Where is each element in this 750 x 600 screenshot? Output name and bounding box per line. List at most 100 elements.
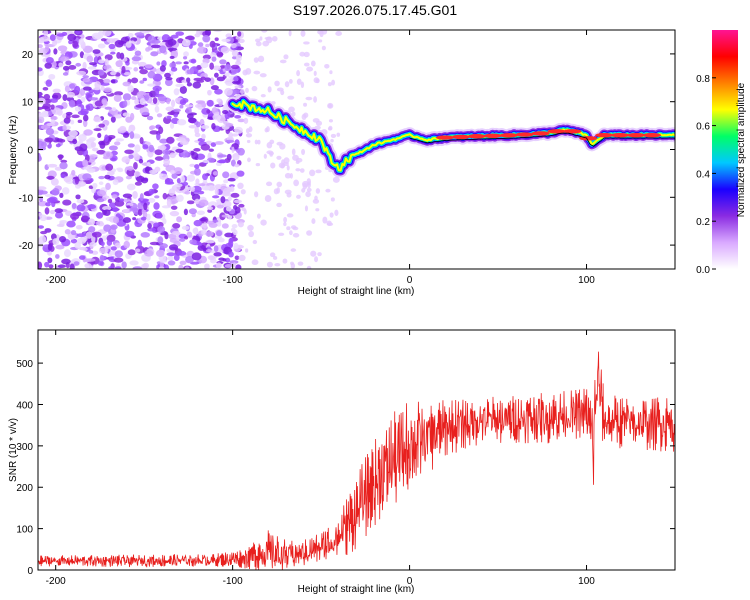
noise-speck bbox=[224, 87, 233, 96]
noise-speck bbox=[114, 242, 121, 249]
ridge-trace bbox=[409, 132, 675, 147]
noise-speck bbox=[264, 195, 272, 202]
noise-speck bbox=[48, 196, 58, 203]
colorbar-tick-label: 0.6 bbox=[696, 122, 710, 133]
noise-speck bbox=[137, 208, 143, 216]
noise-speck bbox=[310, 60, 316, 67]
noise-speck bbox=[296, 78, 302, 85]
noise-speck bbox=[243, 117, 249, 124]
noise-speck bbox=[314, 195, 318, 201]
noise-speck bbox=[254, 191, 259, 198]
noise-speck bbox=[327, 102, 334, 109]
noise-speck bbox=[198, 183, 206, 187]
noise-speck bbox=[247, 157, 251, 163]
noise-speck bbox=[286, 213, 294, 218]
noise-speck bbox=[299, 51, 306, 57]
noise-speck bbox=[44, 44, 50, 53]
noise-speck bbox=[164, 181, 175, 185]
noise-speck bbox=[314, 256, 319, 263]
noise-speck bbox=[62, 124, 67, 132]
ridge-hotspot bbox=[627, 132, 646, 138]
noise-speck bbox=[231, 133, 239, 137]
noise-speck bbox=[167, 47, 178, 51]
noise-speck bbox=[74, 176, 80, 185]
noise-speck bbox=[211, 122, 216, 130]
noise-speck bbox=[179, 260, 187, 265]
noise-speck bbox=[229, 185, 235, 192]
noise-speck bbox=[91, 231, 102, 238]
noise-speck bbox=[183, 236, 189, 240]
noise-speck bbox=[122, 81, 131, 87]
noise-speck bbox=[195, 178, 200, 185]
noise-speck bbox=[133, 162, 138, 170]
ridge-hotspot bbox=[642, 132, 661, 138]
noise-speck bbox=[71, 169, 76, 176]
noise-speck bbox=[315, 169, 322, 174]
noise-speck bbox=[233, 204, 238, 210]
noise-speck bbox=[50, 115, 58, 121]
noise-speck bbox=[260, 219, 267, 226]
noise-speck bbox=[82, 61, 87, 70]
noise-speck bbox=[179, 238, 186, 242]
noise-speck bbox=[239, 88, 245, 95]
x-tick-label: -200 bbox=[46, 576, 66, 587]
noise-speck bbox=[190, 261, 200, 265]
noise-speck bbox=[62, 72, 69, 76]
noise-speck bbox=[71, 202, 77, 210]
noise-speck bbox=[193, 148, 201, 152]
noise-speck bbox=[329, 212, 334, 218]
noise-speck bbox=[184, 266, 190, 269]
noise-speck bbox=[175, 148, 184, 153]
noise-speck bbox=[209, 40, 216, 48]
noise-speck bbox=[107, 198, 113, 204]
noise-speck bbox=[165, 106, 175, 112]
noise-speck bbox=[89, 241, 97, 247]
noise-speck bbox=[315, 208, 320, 212]
noise-speck bbox=[83, 166, 90, 170]
noise-speck bbox=[301, 188, 306, 193]
noise-speck bbox=[300, 81, 305, 89]
noise-speck bbox=[286, 226, 291, 231]
noise-speck bbox=[204, 263, 210, 269]
noise-speck bbox=[228, 251, 234, 258]
noise-speck bbox=[213, 252, 222, 257]
noise-speck bbox=[153, 222, 160, 228]
noise-speck bbox=[202, 222, 208, 229]
noise-speck bbox=[147, 197, 156, 203]
noise-speck bbox=[297, 261, 304, 266]
noise-speck bbox=[194, 168, 201, 176]
noise-speck bbox=[170, 200, 176, 205]
noise-speck bbox=[158, 126, 164, 135]
ridge-hotspots bbox=[435, 129, 661, 141]
noise-speck bbox=[223, 179, 229, 184]
snr-ticks: -200 -100 0 100 0 100 200 300 400 500 bbox=[16, 330, 675, 587]
noise-speck bbox=[59, 235, 67, 243]
noise-speck bbox=[115, 138, 125, 142]
noise-speck bbox=[259, 36, 263, 41]
noise-speck bbox=[276, 187, 281, 194]
noise-speck bbox=[103, 78, 111, 84]
noise-speck bbox=[108, 145, 118, 151]
noise-speck bbox=[306, 230, 313, 236]
noise-speck bbox=[91, 32, 102, 40]
noise-speck bbox=[214, 141, 224, 145]
noise-speck bbox=[205, 239, 215, 244]
noise-speck bbox=[121, 198, 131, 202]
noise-speck bbox=[61, 31, 68, 36]
snr-marks bbox=[38, 351, 675, 570]
noise-speck bbox=[138, 158, 144, 164]
noise-speck bbox=[38, 44, 43, 49]
noise-speck bbox=[331, 79, 336, 86]
noise-speck bbox=[127, 143, 135, 148]
noise-speck bbox=[92, 49, 101, 54]
noise-speck bbox=[220, 46, 230, 54]
noise-speck bbox=[181, 39, 191, 47]
noise-speck bbox=[284, 189, 292, 195]
noise-speck bbox=[133, 67, 139, 72]
noise-speck bbox=[180, 175, 185, 183]
noise-speck bbox=[162, 218, 167, 225]
noise-speck bbox=[38, 200, 48, 207]
noise-speck bbox=[100, 241, 105, 247]
noise-speck bbox=[330, 138, 334, 143]
noise-speck bbox=[210, 142, 217, 147]
